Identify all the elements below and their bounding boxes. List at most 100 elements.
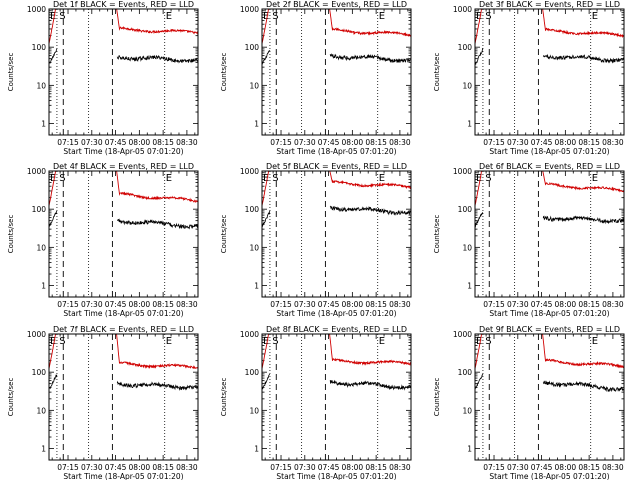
plot-frame xyxy=(474,170,625,298)
plot-frame xyxy=(48,8,199,136)
x-tick-label: 08:00 xyxy=(129,138,151,147)
y-tick-label: 100 xyxy=(458,205,473,214)
x-tick-label: 08:15 xyxy=(578,300,600,309)
marker-E-end: E xyxy=(166,336,172,347)
lld-series-line xyxy=(475,9,624,45)
y-tick-label: 10 xyxy=(249,406,259,415)
y-tick-label: 1 xyxy=(41,445,46,454)
y-tick-label: 1000 xyxy=(453,5,472,14)
events-series-line xyxy=(262,205,411,227)
marker-E-start: E xyxy=(476,11,482,22)
x-tick-label: 08:15 xyxy=(152,138,174,147)
x-tick-label: 07:45 xyxy=(318,463,340,472)
x-axis-label: Start Time (18-Apr-05 07:01:20) xyxy=(276,472,396,480)
y-axis-label: Counts/sec xyxy=(220,378,228,417)
chart-panel-1: Det 1f BLACK = Events, RED = LLD Counts/s… xyxy=(7,0,199,156)
x-tick-label: 07:45 xyxy=(531,300,553,309)
y-axis-label: Counts/sec xyxy=(220,215,228,254)
x-tick-label: 07:15 xyxy=(483,463,505,472)
events-series-line xyxy=(262,373,411,391)
marker-E-start: E xyxy=(476,336,482,347)
chart-title: Det 3f BLACK = Events, RED = LLD xyxy=(479,0,620,9)
y-tick-label: 1000 xyxy=(27,330,46,339)
marker-S: S xyxy=(272,11,278,22)
marker-E-start: E xyxy=(263,336,269,347)
y-tick-label: 10 xyxy=(462,243,472,252)
chart-panel-5: Det 5f BLACK = Events, RED = LLD Counts/s… xyxy=(220,162,412,318)
chart-title: Det 4f BLACK = Events, RED = LLD xyxy=(53,162,194,171)
x-tick-label: 07:45 xyxy=(531,138,553,147)
x-axis-label: Start Time (18-Apr-05 07:01:20) xyxy=(276,147,396,156)
x-tick-label: 08:00 xyxy=(555,138,577,147)
x-tick-label: 07:45 xyxy=(318,138,340,147)
lld-series-line xyxy=(262,334,411,369)
chart-title: Det 6f BLACK = Events, RED = LLD xyxy=(479,162,620,171)
y-tick-label: 1 xyxy=(467,120,472,129)
x-tick-label: 07:15 xyxy=(483,300,505,309)
x-axis-label: Start Time (18-Apr-05 07:01:20) xyxy=(489,309,609,318)
chart-panel-3: Det 3f BLACK = Events, RED = LLD Counts/s… xyxy=(433,0,625,156)
y-tick-label: 100 xyxy=(32,43,47,52)
x-tick-label: 08:00 xyxy=(129,463,151,472)
y-tick-label: 100 xyxy=(458,368,473,377)
x-tick-label: 08:00 xyxy=(555,300,577,309)
x-tick-label: 08:00 xyxy=(342,138,364,147)
y-tick-label: 1 xyxy=(254,282,259,291)
lld-series-line xyxy=(49,171,198,207)
x-tick-label: 08:15 xyxy=(365,138,387,147)
marker-E-start: E xyxy=(50,173,56,184)
marker-S: S xyxy=(59,11,65,22)
chart-panel-6: Det 6f BLACK = Events, RED = LLD Counts/s… xyxy=(433,162,625,318)
x-tick-label: 07:15 xyxy=(483,138,505,147)
y-tick-label: 10 xyxy=(36,81,46,90)
y-tick-label: 10 xyxy=(36,406,46,415)
chart-title: Det 5f BLACK = Events, RED = LLD xyxy=(266,162,407,171)
lld-series-line xyxy=(262,171,411,206)
chart-title: Det 7f BLACK = Events, RED = LLD xyxy=(53,325,194,334)
y-tick-label: 1000 xyxy=(240,167,259,176)
lld-series-line xyxy=(262,9,411,45)
chart-title: Det 8f BLACK = Events, RED = LLD xyxy=(266,325,407,334)
y-tick-label: 10 xyxy=(249,243,259,252)
x-tick-label: 08:15 xyxy=(578,463,600,472)
y-axis-label: Counts/sec xyxy=(433,53,441,92)
x-tick-label: 08:30 xyxy=(176,138,198,147)
x-tick-label: 07:30 xyxy=(294,138,316,147)
events-series-line xyxy=(49,48,198,65)
lld-series-line xyxy=(49,334,198,370)
y-axis-label: Counts/sec xyxy=(433,215,441,254)
x-axis-label: Start Time (18-Apr-05 07:01:20) xyxy=(63,147,183,156)
marker-E-start: E xyxy=(263,173,269,184)
x-tick-label: 08:00 xyxy=(342,463,364,472)
x-tick-label: 07:15 xyxy=(57,463,79,472)
x-tick-label: 07:45 xyxy=(105,138,127,147)
y-axis-label: Counts/sec xyxy=(7,53,15,92)
y-tick-label: 1000 xyxy=(27,5,46,14)
marker-S: S xyxy=(59,173,65,184)
y-tick-label: 1000 xyxy=(453,330,472,339)
x-tick-label: 07:30 xyxy=(294,300,316,309)
y-tick-label: 1 xyxy=(254,120,259,129)
y-tick-label: 10 xyxy=(462,406,472,415)
y-tick-label: 1 xyxy=(467,282,472,291)
plot-frame xyxy=(48,333,199,461)
events-series-line xyxy=(49,210,198,230)
marker-E-end: E xyxy=(379,11,385,22)
x-tick-label: 07:30 xyxy=(81,463,103,472)
events-series-line xyxy=(475,212,624,228)
y-tick-label: 10 xyxy=(462,81,472,90)
x-tick-label: 08:15 xyxy=(152,300,174,309)
y-tick-label: 1 xyxy=(467,445,472,454)
y-tick-label: 1 xyxy=(41,282,46,291)
plot-frame xyxy=(474,8,625,136)
x-tick-label: 08:30 xyxy=(176,300,198,309)
chart-panel-7: Det 7f BLACK = Events, RED = LLD Counts/s… xyxy=(7,325,199,480)
x-tick-label: 08:30 xyxy=(389,138,411,147)
x-tick-label: 07:45 xyxy=(105,300,127,309)
y-tick-label: 10 xyxy=(36,243,46,252)
marker-E-end: E xyxy=(592,173,598,184)
y-tick-label: 1000 xyxy=(453,167,472,176)
marker-S: S xyxy=(485,173,491,184)
plot-frame xyxy=(48,170,199,298)
